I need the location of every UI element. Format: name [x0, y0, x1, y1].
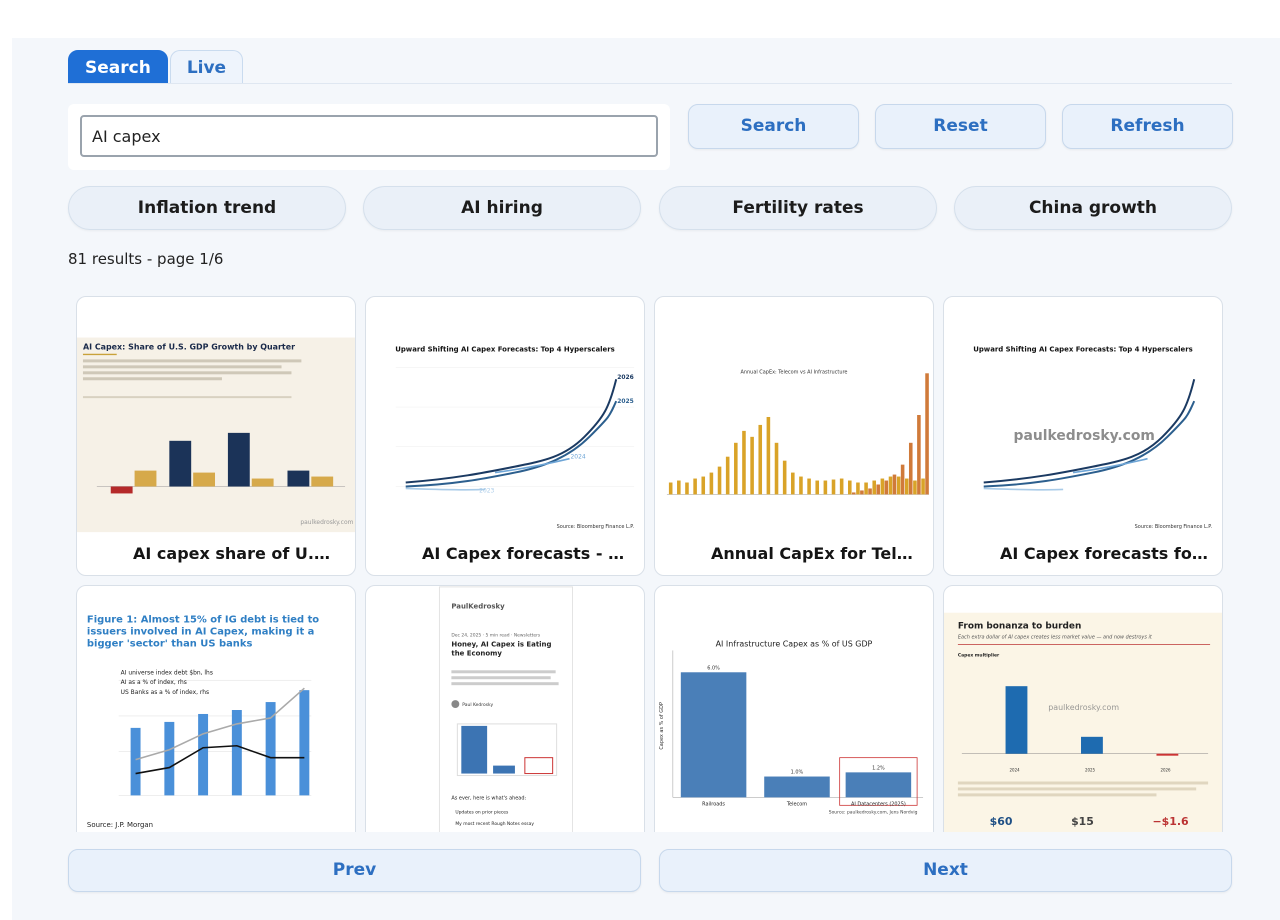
data-label: 1.0% [791, 770, 804, 776]
result-card[interactable]: From bonanza to burden Each extra dollar… [943, 585, 1223, 832]
thumb-source: Source: paulkedrosky.com, Jens Nordvig [829, 809, 918, 815]
thumb-value: $15 [1071, 815, 1094, 828]
thumb-year: 2025 [1085, 768, 1096, 773]
result-thumbnail: Figure 1: Almost 15% of IG debt is tied … [86, 614, 320, 829]
thumb-source: Source: Bloomberg Finance L.P. [1135, 524, 1213, 530]
data-label: 6.0% [707, 665, 720, 671]
result-thumbnail: AI Capex: Share of U.S. GDP Growth by Qu… [77, 337, 355, 533]
search-box [68, 104, 670, 170]
thumb-watermark: paulkedrosky.com [1014, 428, 1155, 444]
result-thumbnail: From bonanza to burden Each extra dollar… [944, 612, 1222, 832]
thumb-heading: AI Infrastructure Capex as % of US GDP [716, 639, 873, 648]
search-input[interactable] [80, 115, 658, 157]
thumb-year: 2026 [1160, 768, 1171, 773]
tick-label: Telecom [786, 801, 807, 807]
thumb-value: $60 [990, 815, 1013, 828]
suggestion-chip-fertility[interactable]: Fertility rates [659, 186, 937, 230]
thumb-item: Updates on prior pieces [455, 809, 509, 815]
thumb-item: My most recent Rough Notes essay [455, 821, 534, 827]
thumb-source: Source: J.P. Morgan [87, 821, 153, 829]
thumb-series-label: 2024 [571, 454, 586, 461]
thumb-watermark: paulkedrosky.com [1048, 703, 1119, 712]
thumb-legend: US Banks as a % of index, rhs [121, 689, 209, 696]
results-grid: AI Capex: Share of U.S. GDP Growth by Qu… [68, 288, 1232, 832]
next-page-button[interactable]: Next [659, 849, 1232, 892]
tick-label: Railroads [702, 801, 725, 807]
result-title: Annual CapEx for Telecom vs AI Infrastru… [711, 544, 919, 563]
result-card[interactable]: Upward Shifting AI Capex Forecasts: Top … [365, 296, 645, 576]
thumb-tab: Capex multiplier [958, 652, 1000, 658]
refresh-button[interactable]: Refresh [1062, 104, 1233, 149]
result-thumbnail: PaulKedrosky Dec 24, 2025 · 5 min read ·… [438, 586, 574, 832]
chart-bar [680, 672, 747, 798]
thumb-meta: Dec 24, 2025 · 5 min read · Newsletters [451, 633, 541, 639]
thumb-subheading: Each extra dollar of AI capex creates le… [958, 635, 1153, 641]
thumb-author: Paul Kedrosky [462, 702, 493, 708]
chart-bar [764, 776, 830, 798]
result-card[interactable]: Figure 1: Almost 15% of IG debt is tied … [76, 585, 356, 832]
result-thumbnail: Annual CapEx: Telecom vs AI Infrastructu… [666, 369, 930, 495]
result-thumbnail: Upward Shifting AI Capex Forecasts: Top … [973, 345, 1213, 530]
prev-page-button[interactable]: Prev [68, 849, 641, 892]
thumb-heading: Annual CapEx: Telecom vs AI Infrastructu… [741, 369, 848, 375]
tab-search[interactable]: Search [68, 50, 168, 84]
thumb-series-label: 2026 [617, 374, 634, 381]
suggestion-chip-ai-hiring[interactable]: AI hiring [363, 186, 641, 230]
thumb-series-label: 2025 [617, 398, 634, 405]
thumb-heading: Upward Shifting AI Capex Forecasts: Top … [973, 345, 1193, 353]
reset-button[interactable]: Reset [875, 104, 1046, 149]
result-card[interactable]: PaulKedrosky Dec 24, 2025 · 5 min read ·… [365, 585, 645, 832]
chart-bar [845, 772, 912, 798]
thumb-value: −$1.6 [1153, 815, 1189, 828]
data-label: 1.2% [872, 765, 885, 771]
thumb-ahead: As ever, here is what's ahead: [451, 795, 526, 801]
result-thumbnail: AI Infrastructure Capex as % of US GDP 6… [659, 639, 924, 815]
thumb-source: Source: Bloomberg Finance L.P. [557, 524, 635, 530]
result-card[interactable]: AI Capex: Share of U.S. GDP Growth by Qu… [76, 296, 356, 576]
result-thumbnail: Upward Shifting AI Capex Forecasts: Top … [395, 345, 635, 530]
suggestion-chip-inflation[interactable]: Inflation trend [68, 186, 346, 230]
search-button[interactable]: Search [688, 104, 859, 149]
thumb-year: 2024 [1010, 768, 1021, 773]
tab-divider [68, 83, 1232, 84]
thumb-ylabel: Capex as % of GDP [659, 702, 665, 750]
result-card[interactable]: Annual CapEx: Telecom vs AI Infrastructu… [654, 296, 934, 576]
result-title: AI capex share of U.S. GDP Growth by Qua… [133, 544, 341, 563]
result-title: AI Capex forecasts - The Top 4 Hyperscal… [422, 544, 630, 563]
thumb-legend: AI as a % of index, rhs [121, 679, 187, 686]
thumb-heading: Figure 1: Almost 15% of IG debt is tied … [86, 614, 320, 650]
thumb-heading: Honey, AI Capex is Eating the Economy [451, 640, 552, 658]
thumb-series-label: 2023 [479, 487, 494, 494]
suggestion-chip-china[interactable]: China growth [954, 186, 1232, 230]
tab-live[interactable]: Live [169, 50, 244, 84]
mode-tabs: Search Live [68, 50, 244, 84]
result-card[interactable]: Upward Shifting AI Capex Forecasts: Top … [943, 296, 1223, 576]
thumb-heading: From bonanza to burden [958, 622, 1081, 632]
thumb-heading: AI Capex: Share of U.S. GDP Growth by Qu… [83, 342, 295, 351]
thumb-watermark: paulkedrosky.com [300, 519, 353, 526]
thumb-brand: PaulKedrosky [451, 603, 505, 611]
result-title: AI Capex forecasts for top 4 hyperscaler… [1000, 544, 1208, 563]
thumb-heading: Upward Shifting AI Capex Forecasts: Top … [395, 345, 615, 353]
result-card[interactable]: AI Infrastructure Capex as % of US GDP 6… [654, 585, 934, 832]
thumb-legend: AI universe index debt $bn, lhs [121, 669, 213, 676]
results-summary: 81 results - page 1/6 [68, 250, 224, 268]
tick-label: AI Datacenters (2025) [851, 801, 906, 807]
